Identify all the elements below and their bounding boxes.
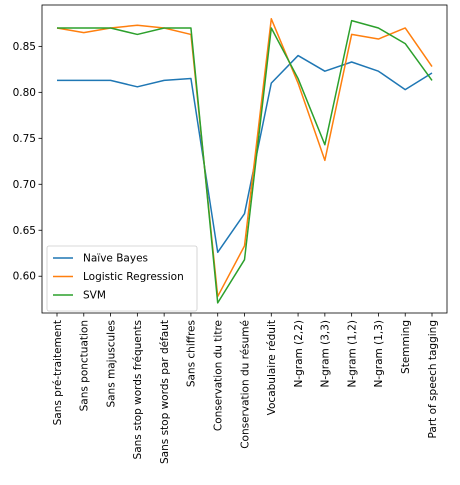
x-tick-label: Sans ponctuation <box>79 320 91 411</box>
axes-layer: 0.60 0.65 0.70 0.75 0.80 0.85 Sans pré-traitem… <box>13 4 448 464</box>
x-tick-label: Sans pré-traitement <box>52 320 64 425</box>
x-tick-label: N-gram (1,3) <box>373 320 385 388</box>
x-tick-label: Sans chiffres <box>186 320 198 387</box>
series-line-2 <box>57 19 433 304</box>
y-tick-label: 0.85 <box>13 41 36 53</box>
x-tick-label: Sans stop words par défaut <box>159 320 171 464</box>
y-tick-label: 0.80 <box>13 87 36 99</box>
legend-label: Logistic Regression <box>83 271 184 283</box>
legend-label: SVM <box>83 290 106 302</box>
series-line-1 <box>56 18 433 298</box>
x-tick-label: Sans majuscules <box>105 320 117 408</box>
y-tick-label: 0.60 <box>13 271 36 283</box>
x-tick-label: Stemming <box>400 320 412 374</box>
x-tick-label: Part of speech tagging <box>427 320 439 438</box>
x-tick-label: Conservation du titre <box>213 320 225 431</box>
legend-label: Naïve Bayes <box>83 253 148 265</box>
y-tick-label: 0.75 <box>13 133 36 145</box>
series-layer <box>56 18 433 304</box>
x-tick-label: N-gram (3,3) <box>320 320 332 388</box>
x-tick-label: N-gram (1,2) <box>346 320 358 388</box>
y-tick-label: 0.65 <box>13 225 36 237</box>
x-tick-label: Vocabulaire réduit <box>266 320 278 415</box>
x-tick-label: Conservation du résumé <box>239 320 251 449</box>
x-tick-label: Sans stop words fréquents <box>132 320 144 459</box>
x-tick-label: N-gram (2,2) <box>293 320 305 388</box>
y-tick-label: 0.70 <box>13 179 36 191</box>
series-line-0 <box>57 54 433 254</box>
legend: Naïve Bayes Logistic Regression SVM <box>46 245 198 312</box>
legend-box <box>46 245 198 312</box>
